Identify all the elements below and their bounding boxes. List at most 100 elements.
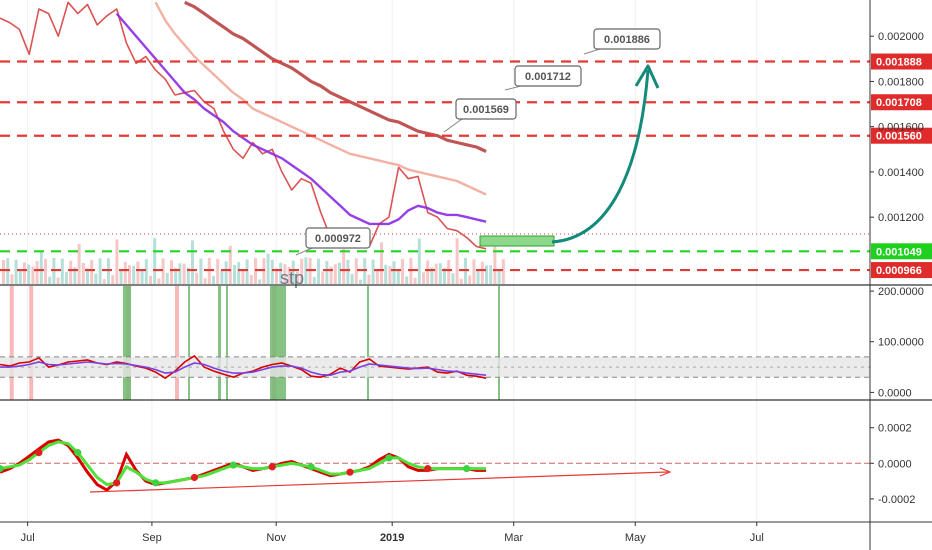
x-tick-label: Sep — [142, 532, 162, 544]
volume-bar — [321, 271, 325, 284]
callout-leader — [504, 85, 522, 91]
volume-bar — [350, 274, 354, 284]
volume-bar — [443, 268, 446, 284]
volume-bar — [102, 279, 106, 284]
volume-bar — [241, 269, 245, 284]
volume-bar — [300, 258, 304, 284]
oscillator-dot — [229, 461, 237, 469]
volume-bar — [279, 262, 283, 284]
volume-bar — [94, 273, 98, 284]
volume-bar — [157, 278, 161, 284]
signal-bar-green — [498, 286, 500, 400]
oscillator-dot — [74, 449, 82, 457]
oscillator-trend-arrowhead — [659, 467, 672, 477]
volume-bar — [56, 277, 60, 284]
level-label-text: 0.000966 — [876, 265, 922, 277]
volume-bar — [14, 259, 18, 284]
volume-bar — [392, 261, 396, 284]
annotation-layer: 0.001886 0.001712 0.001569 0.000972 — [89, 28, 672, 493]
volume-bar — [468, 275, 472, 284]
volume-bar — [178, 263, 182, 284]
axis-layer: 0.002000 0.001800 0.001600 0.001400 0.001200… — [21, 31, 924, 544]
volume-bar — [485, 265, 488, 284]
level-label-box — [871, 53, 932, 70]
volume-bar — [132, 265, 136, 284]
volume-bar — [426, 260, 430, 284]
signal-bar-red — [9, 286, 14, 400]
grid-layer — [27, 0, 758, 522]
series-line-rsi-purple — [0, 361, 487, 377]
volume-bar — [199, 258, 203, 284]
callout-box — [514, 65, 582, 87]
volume-bar — [212, 276, 215, 284]
signal-bar-green — [367, 286, 369, 400]
volume-bar — [119, 269, 123, 284]
volume-bar — [216, 259, 220, 284]
volume-bar — [149, 275, 152, 284]
oscillator-dot — [268, 463, 276, 471]
volume-bar — [497, 270, 501, 284]
signal-bar-green — [123, 286, 131, 400]
volume-bar — [501, 259, 505, 284]
volume-bar — [375, 269, 379, 284]
volume-bar — [90, 259, 94, 284]
volume-bar — [165, 272, 169, 284]
y-tick-label: 0.001800 — [878, 76, 924, 88]
level-label-text: 0.001708 — [876, 97, 922, 109]
callout-leader — [583, 48, 601, 55]
series-line-ma-darkred — [184, 0, 487, 153]
signal-bar-green — [270, 286, 286, 400]
volume-bar — [325, 260, 329, 284]
oscillator-dot — [307, 463, 315, 471]
level-label-text: 0.001888 — [876, 57, 922, 69]
volume-bar — [10, 274, 14, 284]
callout-label: 0.001886 — [604, 34, 650, 46]
volume-bar — [312, 277, 316, 284]
volume-bar — [98, 258, 102, 284]
volume-bar — [266, 253, 270, 284]
level-label-box — [871, 127, 932, 144]
volume-bar — [405, 276, 409, 284]
volume-bar — [123, 261, 127, 284]
volume-bar — [153, 238, 157, 284]
watermark-text: stp — [280, 268, 304, 288]
volume-bar — [224, 261, 228, 284]
oscillator-dot — [0, 465, 4, 473]
oscillator-trend-line — [89, 471, 669, 493]
x-tick-label: Nov — [266, 532, 286, 544]
volume-bar — [161, 258, 165, 284]
volume-bar — [174, 267, 178, 284]
volume-bar — [111, 275, 115, 284]
volume-bar — [136, 261, 140, 284]
volume-bar — [48, 276, 52, 284]
volume-bar — [438, 263, 442, 284]
x-tick-label: 2019 — [380, 532, 404, 544]
volume-bar — [69, 260, 73, 284]
volume-bar — [170, 260, 173, 284]
volume-bar — [233, 265, 236, 284]
callout-label: 0.000972 — [315, 233, 361, 245]
volume-bar — [23, 262, 26, 284]
volume-bar — [228, 245, 232, 284]
x-tick-label: Jul — [21, 532, 35, 544]
y-tick-label: 0.001400 — [878, 167, 924, 179]
volume-bar — [367, 274, 371, 284]
volume-bar — [73, 267, 77, 284]
volume-bar — [275, 268, 278, 284]
volume-bar — [422, 272, 425, 284]
volume-bar — [270, 259, 274, 284]
series-line-ma-purple — [115, 12, 487, 226]
y-tick-label: 0.002000 — [878, 31, 924, 43]
y-tick-label: -0.0002 — [878, 494, 915, 506]
y-tick-label: 0.0000 — [878, 458, 912, 470]
volume-bar — [140, 270, 144, 284]
callout-label: 0.001569 — [463, 104, 509, 116]
volume-bar — [283, 264, 287, 284]
volume-bar — [249, 274, 253, 284]
y-tick-label: 200.0000 — [878, 286, 924, 298]
oscillator-dot — [385, 454, 393, 462]
series-line-osc-slow — [0, 440, 487, 487]
volume-bar — [493, 241, 497, 284]
volume-bar — [417, 238, 421, 284]
